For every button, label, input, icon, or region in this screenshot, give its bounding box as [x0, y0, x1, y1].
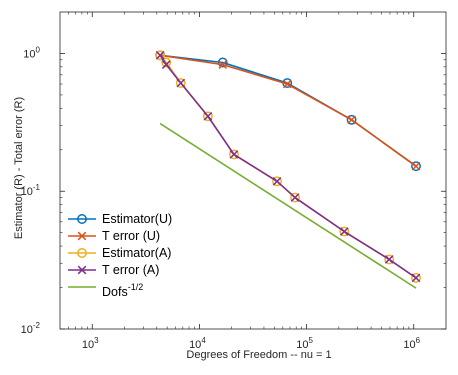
data-point — [339, 226, 350, 237]
x-tick-label: 104 — [189, 336, 206, 351]
legend-entry: Estimator(A) — [68, 246, 171, 260]
legend-label: T error (U) — [102, 229, 160, 243]
legend-marker — [77, 214, 87, 224]
series-0 — [155, 50, 421, 172]
data-point — [218, 60, 228, 69]
series-line — [159, 122, 417, 289]
x-tick-label: 106 — [403, 336, 420, 351]
series-line — [160, 54, 417, 167]
axes: 103 104 105 106 100 10-1 10-2 — [21, 11, 447, 351]
y-axis-label: Estimator (R) - Total error (R) — [13, 97, 25, 239]
x-tick-label: 105 — [296, 336, 313, 351]
data-point — [339, 227, 349, 236]
data-point — [228, 149, 239, 160]
data-point — [203, 111, 213, 121]
x-axis-label: Degrees of Freedom -- nu = 1 — [186, 349, 331, 361]
y-tick-label: 100 — [23, 45, 40, 60]
legend-marker — [77, 248, 87, 258]
data-point — [272, 177, 282, 186]
legend-entry: Dofs-1/2 — [68, 282, 143, 299]
legend-entry: Estimator(U) — [68, 212, 172, 226]
series-line — [159, 54, 417, 279]
axes-box — [59, 11, 447, 330]
data-point — [229, 150, 239, 159]
data-point — [217, 57, 228, 68]
x-tick-label: 103 — [82, 336, 99, 351]
data-point — [384, 255, 394, 264]
data-point — [290, 193, 300, 202]
data-point — [411, 161, 421, 171]
legend-label: T error (A) — [102, 263, 159, 277]
legend-label: Dofs-1/2 — [102, 282, 143, 299]
data-point — [290, 192, 300, 203]
data-point — [272, 176, 282, 187]
legend-marker — [77, 231, 87, 241]
legend-entry: T error (A) — [68, 263, 159, 277]
series-3 — [155, 50, 421, 283]
y-tick-label: 10-1 — [21, 183, 41, 198]
series-4 — [159, 122, 417, 289]
data-point — [161, 60, 171, 69]
data-point — [155, 50, 165, 60]
series-line — [159, 54, 417, 279]
legend-entry: T error (U) — [68, 229, 160, 243]
data-point — [161, 57, 172, 68]
plot-area — [155, 50, 421, 289]
data-point — [176, 78, 186, 88]
data-point — [175, 78, 186, 88]
legend-label: Estimator(A) — [102, 246, 171, 260]
data-point — [411, 161, 421, 172]
data-point — [347, 115, 356, 125]
data-point — [411, 272, 421, 283]
data-point — [202, 111, 213, 122]
data-point — [346, 114, 357, 125]
series-line — [160, 54, 417, 167]
y-tick-label: 10-2 — [21, 321, 41, 336]
data-point — [282, 79, 292, 89]
data-point — [155, 50, 166, 61]
data-point — [384, 254, 395, 265]
legend-marker — [77, 265, 87, 275]
data-point — [411, 273, 421, 283]
series-1 — [155, 50, 421, 171]
legend-label: Estimator(U) — [102, 212, 172, 226]
legend: Estimator(U) T error (U) Estimator(A) T err… — [68, 212, 172, 299]
